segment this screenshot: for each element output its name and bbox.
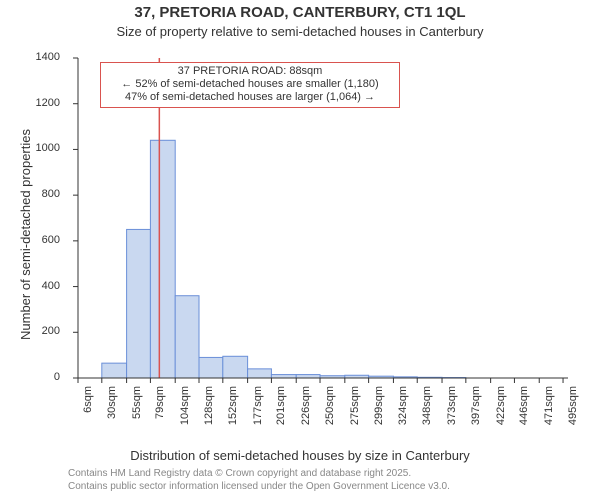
x-axis-label: Distribution of semi-detached houses by … xyxy=(0,448,600,463)
x-tick-label: 104sqm xyxy=(179,386,191,436)
x-tick-label: 152sqm xyxy=(227,386,239,436)
x-tick-label: 495sqm xyxy=(567,386,579,436)
x-tick-label: 373sqm xyxy=(446,386,458,436)
footnote-line2: Contains public sector information licen… xyxy=(68,481,450,494)
bar xyxy=(271,375,296,378)
y-tick-label: 200 xyxy=(10,325,60,337)
x-tick-label: 422sqm xyxy=(495,386,507,436)
x-tick-label: 471sqm xyxy=(543,386,555,436)
x-tick-label: 79sqm xyxy=(154,386,166,436)
x-tick-label: 348sqm xyxy=(421,386,433,436)
x-tick-label: 6sqm xyxy=(82,386,94,436)
chart-subtitle: Size of property relative to semi-detach… xyxy=(0,24,600,39)
x-tick-label: 30sqm xyxy=(106,386,118,436)
x-tick-label: 446sqm xyxy=(518,386,530,436)
annotation-box: 37 PRETORIA ROAD: 88sqm ← 52% of semi-de… xyxy=(100,62,400,108)
x-tick-label: 250sqm xyxy=(324,386,336,436)
x-tick-label: 128sqm xyxy=(203,386,215,436)
x-tick-label: 177sqm xyxy=(252,386,264,436)
x-tick-label: 324sqm xyxy=(397,386,409,436)
annotation-line2: ← 52% of semi-detached houses are smalle… xyxy=(105,78,395,91)
footnote: Contains HM Land Registry data © Crown c… xyxy=(68,468,450,493)
y-tick-label: 1000 xyxy=(10,142,60,154)
y-tick-label: 800 xyxy=(10,188,60,200)
bar xyxy=(127,229,151,378)
x-tick-label: 226sqm xyxy=(300,386,312,436)
y-tick-label: 400 xyxy=(10,280,60,292)
annotation-line1: 37 PRETORIA ROAD: 88sqm xyxy=(105,65,395,78)
bar xyxy=(175,296,199,378)
x-tick-label: 275sqm xyxy=(349,386,361,436)
x-tick-label: 55sqm xyxy=(131,386,143,436)
y-tick-label: 600 xyxy=(10,234,60,246)
bar xyxy=(199,357,223,378)
x-tick-label: 397sqm xyxy=(470,386,482,436)
y-tick-label: 1200 xyxy=(10,97,60,109)
bars xyxy=(102,140,466,378)
bar xyxy=(150,140,175,378)
x-tick-label: 201sqm xyxy=(275,386,287,436)
annotation-line3: 47% of semi-detached houses are larger (… xyxy=(105,91,395,104)
chart-title: 37, PRETORIA ROAD, CANTERBURY, CT1 1QL xyxy=(0,4,600,21)
x-tick-label: 299sqm xyxy=(373,386,385,436)
bar xyxy=(102,363,127,378)
bar xyxy=(296,375,320,378)
y-tick-label: 1400 xyxy=(10,51,60,63)
chart-container: 37, PRETORIA ROAD, CANTERBURY, CT1 1QL S… xyxy=(0,0,600,500)
footnote-line1: Contains HM Land Registry data © Crown c… xyxy=(68,468,450,481)
y-tick-label: 0 xyxy=(10,371,60,383)
bar xyxy=(223,356,248,378)
bar xyxy=(248,369,272,378)
